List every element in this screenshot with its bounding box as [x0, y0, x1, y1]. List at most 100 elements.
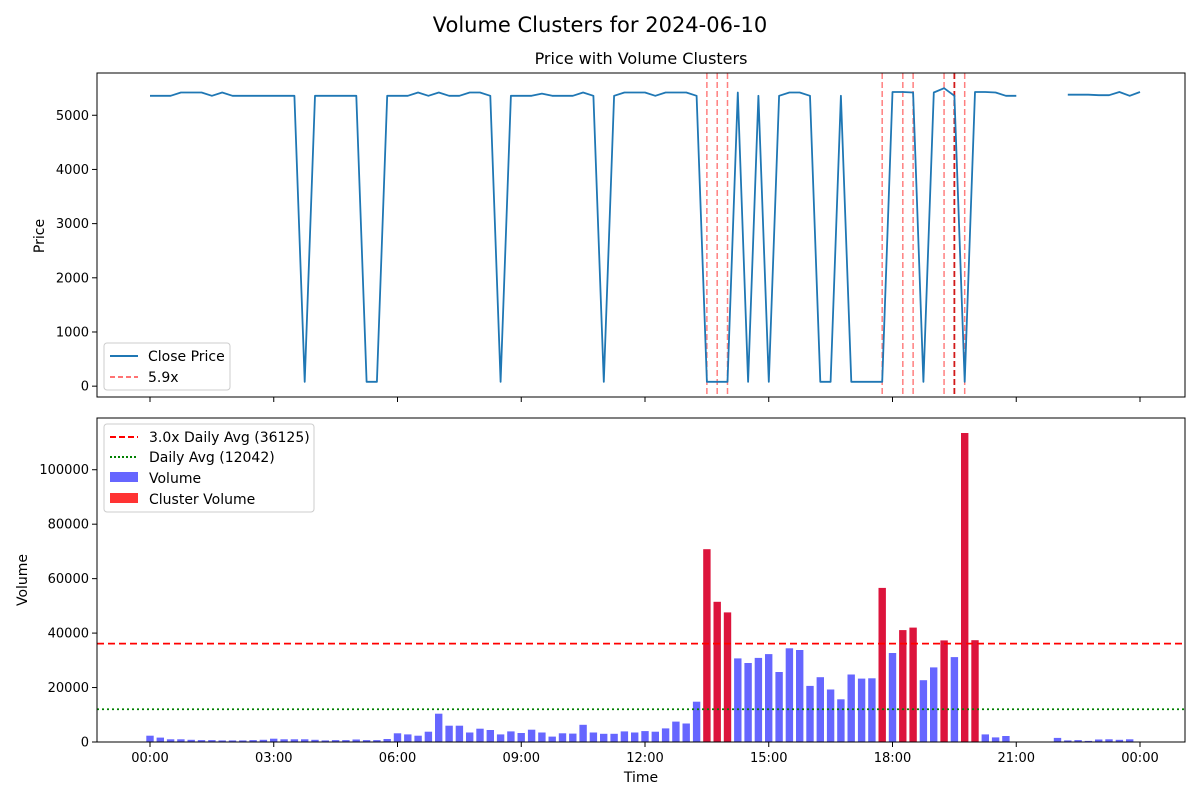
volume-y-label: Volume	[15, 554, 31, 606]
volume-bar	[610, 733, 618, 742]
volume-bar	[435, 713, 443, 742]
volume-bar	[146, 735, 154, 742]
cluster-volume-bar	[713, 601, 721, 742]
volume-bar	[301, 739, 309, 742]
volume-bar	[826, 689, 835, 742]
volume-bar	[569, 733, 577, 742]
volume-bar	[806, 685, 814, 742]
price-panel: Price with Volume Clusters 0 1000 2000 3000…	[32, 49, 1186, 402]
cluster-volume-bar	[961, 433, 969, 742]
volume-bar	[249, 740, 257, 742]
volume-bar	[631, 732, 639, 742]
volume-bar	[589, 732, 598, 742]
volume-bar	[383, 739, 391, 742]
legend-cluster-line-label: 5.9x	[148, 370, 179, 386]
price-panel-title: Price with Volume Clusters	[535, 49, 748, 68]
volume-y-tick-label: 0	[81, 736, 89, 751]
volume-bar	[692, 701, 701, 742]
volume-x-tick-label: 06:00	[379, 751, 416, 766]
volume-bar	[1074, 740, 1082, 742]
legend-volume-swatch	[110, 472, 138, 482]
volume-bar	[930, 667, 938, 742]
volume-bar	[734, 658, 742, 742]
volume-bar	[796, 650, 804, 742]
volume-y-tick-label: 60000	[48, 572, 89, 587]
volume-panel: 0 20000 40000 60000 80000 100000 00:00 03:00 06…	[15, 417, 1186, 786]
volume-x-tick-label: 12:00	[626, 751, 663, 766]
cluster-volume-bar	[703, 549, 711, 742]
volume-bar	[672, 721, 680, 742]
volume-bar	[331, 740, 340, 742]
volume-bar	[641, 731, 649, 742]
price-y-tick-label: 3000	[56, 217, 89, 232]
volume-bar	[321, 740, 329, 742]
price-y-label: Price	[32, 219, 48, 253]
price-y-axis: 0 1000 2000 3000 4000 5000	[56, 109, 97, 395]
volume-x-tick-label: 18:00	[874, 751, 911, 766]
volume-bar	[847, 674, 855, 742]
volume-bar	[538, 732, 546, 742]
volume-bar	[424, 731, 433, 742]
volume-bar	[579, 724, 587, 742]
volume-bar	[259, 739, 268, 742]
volume-bars	[146, 433, 1134, 742]
volume-bar	[352, 739, 360, 742]
volume-bar	[466, 732, 474, 742]
volume-bar	[517, 733, 525, 742]
price-x-ticks	[149, 397, 1141, 402]
cluster-volume-bar	[878, 587, 886, 742]
legend-volume-label: Volume	[149, 471, 201, 487]
volume-bar	[166, 739, 175, 742]
volume-bar	[950, 657, 959, 742]
volume-bar	[445, 725, 453, 742]
volume-bar	[414, 735, 422, 742]
volume-y-axis: 0 20000 40000 60000 80000 100000	[39, 463, 97, 751]
volume-bar	[548, 736, 556, 742]
cluster-volume-bar	[971, 640, 979, 742]
volume-bar	[600, 733, 608, 742]
volume-bar	[228, 740, 237, 742]
volume-bar	[476, 728, 484, 742]
cluster-volume-bar	[940, 640, 948, 742]
legend-cluster-volume-swatch	[110, 493, 138, 503]
legend-close-price-label: Close Price	[148, 349, 225, 365]
price-plot-area	[97, 73, 1185, 397]
volume-bar	[527, 729, 536, 742]
volume-bar	[744, 663, 752, 742]
volume-bar	[311, 739, 319, 742]
volume-bar	[919, 680, 928, 742]
volume-x-axis: 00:00 03:00 06:00 09:00 12:00 15:00 18:00 21:00…	[131, 742, 1159, 766]
volume-bar	[404, 734, 412, 742]
price-legend-box	[103, 342, 231, 391]
volume-bar	[1084, 740, 1093, 742]
volume-bar	[1115, 739, 1124, 742]
cluster-markers	[706, 73, 966, 397]
volume-bar	[754, 657, 763, 742]
volume-bar	[270, 738, 278, 742]
volume-x-tick-label: 21:00	[998, 751, 1035, 766]
volume-bar	[981, 734, 989, 742]
volume-bar	[208, 740, 216, 742]
volume-reference-lines	[97, 642, 1185, 711]
price-y-tick-label: 4000	[56, 163, 89, 178]
volume-bar	[239, 740, 247, 742]
volume-bar	[1095, 739, 1103, 742]
volume-bar	[816, 677, 824, 742]
volume-x-tick-label: 09:00	[503, 751, 540, 766]
volume-bar	[156, 737, 164, 742]
volume-plot-frame	[96, 417, 1186, 743]
price-plot-frame	[96, 72, 1186, 398]
volume-x-tick-label: 03:00	[255, 751, 292, 766]
volume-bar	[868, 678, 876, 742]
close-price-line	[150, 87, 1017, 383]
volume-bar	[507, 731, 515, 742]
volume-bar	[765, 654, 773, 742]
volume-legend-box	[103, 423, 315, 513]
price-y-tick-label: 5000	[56, 109, 89, 124]
volume-bar	[857, 678, 866, 742]
close-price-line	[1067, 91, 1141, 97]
figure-suptitle: Volume Clusters for 2024-06-10	[433, 13, 768, 37]
cluster-volume-bar	[899, 630, 907, 742]
volume-bar	[342, 740, 350, 742]
volume-bar	[1105, 739, 1113, 742]
